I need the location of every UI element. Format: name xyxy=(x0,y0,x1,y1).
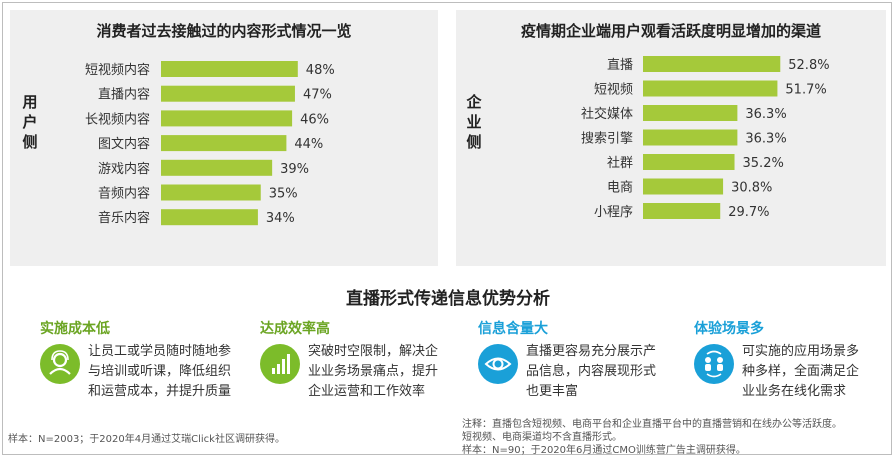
bar xyxy=(643,56,781,72)
enterprise-chart-title: 疫情期企业端用户观看活跃度明显增加的渠道 xyxy=(520,22,821,40)
enterprise-chart-panel: 疫情期企业端用户观看活跃度明显增加的渠道 企业侧 直播 52.8% 短视频 51.7%… xyxy=(456,10,886,266)
bar xyxy=(161,110,293,127)
category-label: 短视频 xyxy=(594,83,633,98)
people-exchange-icon xyxy=(694,344,734,384)
consumer-content-bar-chart: 短视频内容 48% 直播内容 47% 长视频内容 46% 图文内容 44% 游戏内容 39% 音频内… xyxy=(85,61,335,226)
value-label: 48% xyxy=(306,63,335,78)
bar xyxy=(643,154,735,170)
value-label: 36.3% xyxy=(745,132,786,147)
enterprise-side-label: 企业侧 xyxy=(464,92,484,152)
value-label: 52.8% xyxy=(788,58,829,73)
value-label: 44% xyxy=(294,137,323,152)
side-label-char: 侧 xyxy=(466,133,482,151)
eye-icon xyxy=(478,344,518,384)
feature-title: 信息含量大 xyxy=(478,321,548,337)
category-label: 直播内容 xyxy=(98,87,150,103)
value-label: 51.7% xyxy=(785,83,826,98)
value-label: 35% xyxy=(269,187,298,202)
feature-description: 突破时空限制，解决企 业业务场景痛点，提升 企业运营和工作效率 xyxy=(308,344,439,399)
category-label: 音乐内容 xyxy=(98,210,150,226)
category-label: 社群 xyxy=(607,155,633,171)
bar xyxy=(643,105,738,121)
value-label: 30.8% xyxy=(731,181,772,196)
category-label: 短视频内容 xyxy=(85,62,150,78)
feature-description: 可实施的应用场景多 种多样，全面满足企 业业务在线化需求 xyxy=(742,344,860,399)
category-label: 电商 xyxy=(607,181,633,196)
feature-rich-information: 信息含量大 直播更容易充分展示产 品信息，内容展现形式 也更丰富 xyxy=(478,318,678,418)
side-label-char: 用 xyxy=(22,93,38,111)
value-label: 39% xyxy=(280,162,309,177)
category-label: 图文内容 xyxy=(98,136,150,152)
side-label-char: 户 xyxy=(22,113,38,131)
feature-description: 直播更容易充分展示产 品信息，内容展现形式 也更丰富 xyxy=(526,344,657,399)
feature-many-scenarios: 体验场景多 可实施的应用场景多 种多样，全面满足企 业业务在线化需求 xyxy=(694,318,890,418)
user-side-label: 用户侧 xyxy=(20,92,40,152)
feature-description: 让员工或学员随时随地参 与培训或听课，降低组织 和运营成本，并提升质量 xyxy=(88,344,232,399)
category-label: 社交媒体 xyxy=(581,106,633,122)
category-label: 长视频内容 xyxy=(85,111,150,127)
right-footnote: 注释：直播包含短视频、电商平台和企业直播平台中的直播营销和在线办公等活跃度。 短… xyxy=(462,419,842,456)
side-label-char: 业 xyxy=(466,113,482,131)
bar xyxy=(161,135,287,152)
side-label-char: 侧 xyxy=(22,133,38,151)
feature-title: 体验场景多 xyxy=(694,321,764,337)
enterprise-channel-bar-chart: 直播 52.8% 短视频 51.7% 社交媒体 36.3% 搜索引擎 36.3% 社群 35.2%… xyxy=(581,56,830,220)
consumer-chart-panel: 消费者过去接触过的内容形式情况一览 用户侧 短视频内容 48% 直播内容 47% 长视频… xyxy=(10,10,438,266)
category-label: 音频内容 xyxy=(98,186,150,202)
category-label: 直播 xyxy=(607,58,633,73)
bar xyxy=(161,159,273,176)
bar-chart-icon xyxy=(260,344,300,384)
value-label: 29.7% xyxy=(728,205,769,220)
left-sample-footnote: 样本：N=2003；于2020年4月通过艾瑞Click社区调研获得。 xyxy=(8,434,285,445)
feature-title: 达成效率高 xyxy=(260,321,330,337)
bar xyxy=(161,209,258,226)
value-label: 35.2% xyxy=(743,156,784,171)
side-label-char: 企 xyxy=(466,93,482,111)
category-label: 搜索引擎 xyxy=(581,132,633,147)
consumer-chart-title: 消费者过去接触过的内容形式情况一览 xyxy=(96,22,352,40)
feature-low-cost: 实施成本低 让员工或学员随时随地参 与培训或听课，降低组织 和运营成本，并提升质… xyxy=(40,318,245,418)
advantage-section-title: 直播形式传递信息优势分析 xyxy=(346,289,550,309)
bar xyxy=(643,203,721,219)
bar xyxy=(643,80,778,97)
feature-high-efficiency: 达成效率高 突破时空限制，解决企 业业务场景痛点，提升 企业运营和工作效率 xyxy=(260,318,460,418)
category-label: 游戏内容 xyxy=(98,161,150,177)
bar xyxy=(161,85,295,102)
value-label: 34% xyxy=(266,211,295,226)
value-label: 36.3% xyxy=(745,107,786,122)
user-icon xyxy=(40,344,80,384)
bar xyxy=(643,129,738,146)
bar xyxy=(161,61,298,77)
bar xyxy=(161,184,261,201)
value-label: 47% xyxy=(303,88,332,103)
value-label: 46% xyxy=(300,112,329,127)
category-label: 小程序 xyxy=(594,205,633,220)
bar xyxy=(643,178,724,195)
feature-title: 实施成本低 xyxy=(40,321,110,337)
